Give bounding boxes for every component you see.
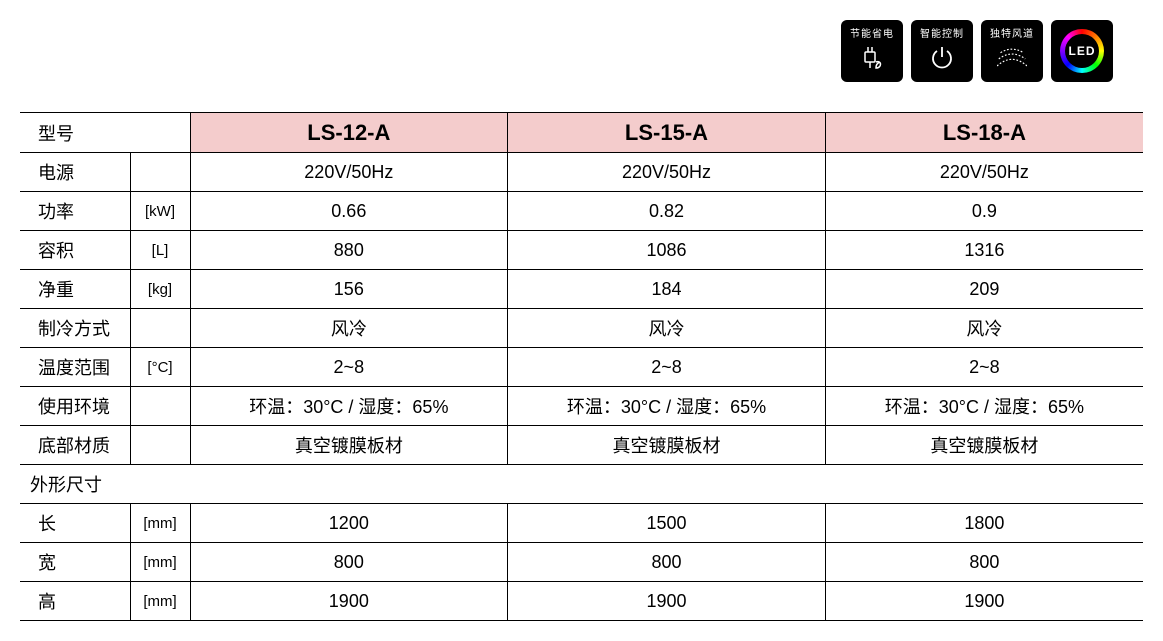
plug-leaf-icon <box>857 43 887 73</box>
table-row: 净重 [kg] 156 184 209 <box>20 270 1143 309</box>
row-value: 风冷 <box>508 309 826 348</box>
row-value: 真空镀膜板材 <box>190 426 508 465</box>
row-value: 环温：30°C / 湿度：65% <box>825 387 1143 426</box>
row-value: 1316 <box>825 231 1143 270</box>
table-row: 制冷方式 风冷 风冷 风冷 <box>20 309 1143 348</box>
row-value: 真空镀膜板材 <box>825 426 1143 465</box>
row-value: 环温：30°C / 湿度：65% <box>190 387 508 426</box>
row-label: 制冷方式 <box>20 309 130 348</box>
table-row: 温度范围 [°C] 2~8 2~8 2~8 <box>20 348 1143 387</box>
row-unit: [mm] <box>130 582 190 621</box>
badge-airflow: 独特风道 <box>981 20 1043 82</box>
row-value: 800 <box>508 543 826 582</box>
model-header: LS-18-A <box>825 113 1143 153</box>
row-value: 220V/50Hz <box>190 153 508 192</box>
row-unit: [L] <box>130 231 190 270</box>
row-label: 功率 <box>20 192 130 231</box>
row-value: 0.66 <box>190 192 508 231</box>
row-value: 1900 <box>508 582 826 621</box>
row-unit <box>130 387 190 426</box>
row-unit: [kg] <box>130 270 190 309</box>
row-value: 2~8 <box>825 348 1143 387</box>
row-label: 长 <box>20 504 130 543</box>
badge-label: 独特风道 <box>981 25 1043 40</box>
row-label: 电源 <box>20 153 130 192</box>
row-value: 1500 <box>508 504 826 543</box>
row-unit: [mm] <box>130 543 190 582</box>
badge-label: 智能控制 <box>911 25 973 40</box>
row-unit <box>130 309 190 348</box>
row-value: 风冷 <box>825 309 1143 348</box>
model-header: LS-15-A <box>508 113 826 153</box>
badge-led: LED <box>1051 20 1113 82</box>
row-label: 底部材质 <box>20 426 130 465</box>
row-value: 2~8 <box>190 348 508 387</box>
row-label: 温度范围 <box>20 348 130 387</box>
badge-smart-control: 智能控制 <box>911 20 973 82</box>
row-value: 风冷 <box>190 309 508 348</box>
row-label: 高 <box>20 582 130 621</box>
row-value: 1086 <box>508 231 826 270</box>
row-value: 2~8 <box>508 348 826 387</box>
row-value: 真空镀膜板材 <box>508 426 826 465</box>
row-value: 800 <box>825 543 1143 582</box>
table-row: 容积 [L] 880 1086 1316 <box>20 231 1143 270</box>
row-value: 0.9 <box>825 192 1143 231</box>
row-value: 1200 <box>190 504 508 543</box>
row-value: 1900 <box>190 582 508 621</box>
led-text: LED <box>1069 44 1096 58</box>
row-label: 容积 <box>20 231 130 270</box>
spec-table: 型号 LS-12-A LS-15-A LS-18-A 电源 220V/50Hz … <box>20 112 1143 621</box>
row-unit <box>130 426 190 465</box>
model-header: LS-12-A <box>190 113 508 153</box>
row-unit: [mm] <box>130 504 190 543</box>
row-unit <box>130 153 190 192</box>
row-value: 220V/50Hz <box>825 153 1143 192</box>
row-unit: [kW] <box>130 192 190 231</box>
row-unit: [°C] <box>130 348 190 387</box>
row-value: 220V/50Hz <box>508 153 826 192</box>
row-label: 净重 <box>20 270 130 309</box>
table-row: 长 [mm] 1200 1500 1800 <box>20 504 1143 543</box>
row-value: 1800 <box>825 504 1143 543</box>
table-row: 电源 220V/50Hz 220V/50Hz 220V/50Hz <box>20 153 1143 192</box>
airflow-icon <box>997 43 1027 73</box>
badge-label: 节能省电 <box>841 25 903 40</box>
power-icon <box>927 43 957 73</box>
dimensions-header: 外形尺寸 <box>20 465 1143 504</box>
badge-energy-saving: 节能省电 <box>841 20 903 82</box>
row-value: 209 <box>825 270 1143 309</box>
row-value: 1900 <box>825 582 1143 621</box>
row-label: 使用环境 <box>20 387 130 426</box>
dimensions-section-row: 外形尺寸 <box>20 465 1143 504</box>
row-value: 0.82 <box>508 192 826 231</box>
table-row: 使用环境 环温：30°C / 湿度：65% 环温：30°C / 湿度：65% 环… <box>20 387 1143 426</box>
table-header-row: 型号 LS-12-A LS-15-A LS-18-A <box>20 113 1143 153</box>
table-row: 功率 [kW] 0.66 0.82 0.9 <box>20 192 1143 231</box>
feature-badges: 节能省电 智能控制 独特风道 <box>20 20 1143 82</box>
row-value: 环温：30°C / 湿度：65% <box>508 387 826 426</box>
row-value: 800 <box>190 543 508 582</box>
table-row: 高 [mm] 1900 1900 1900 <box>20 582 1143 621</box>
row-value: 156 <box>190 270 508 309</box>
table-row: 底部材质 真空镀膜板材 真空镀膜板材 真空镀膜板材 <box>20 426 1143 465</box>
row-label: 宽 <box>20 543 130 582</box>
led-ring-icon: LED <box>1060 29 1104 73</box>
row-value: 880 <box>190 231 508 270</box>
header-label: 型号 <box>20 113 190 153</box>
row-value: 184 <box>508 270 826 309</box>
table-row: 宽 [mm] 800 800 800 <box>20 543 1143 582</box>
